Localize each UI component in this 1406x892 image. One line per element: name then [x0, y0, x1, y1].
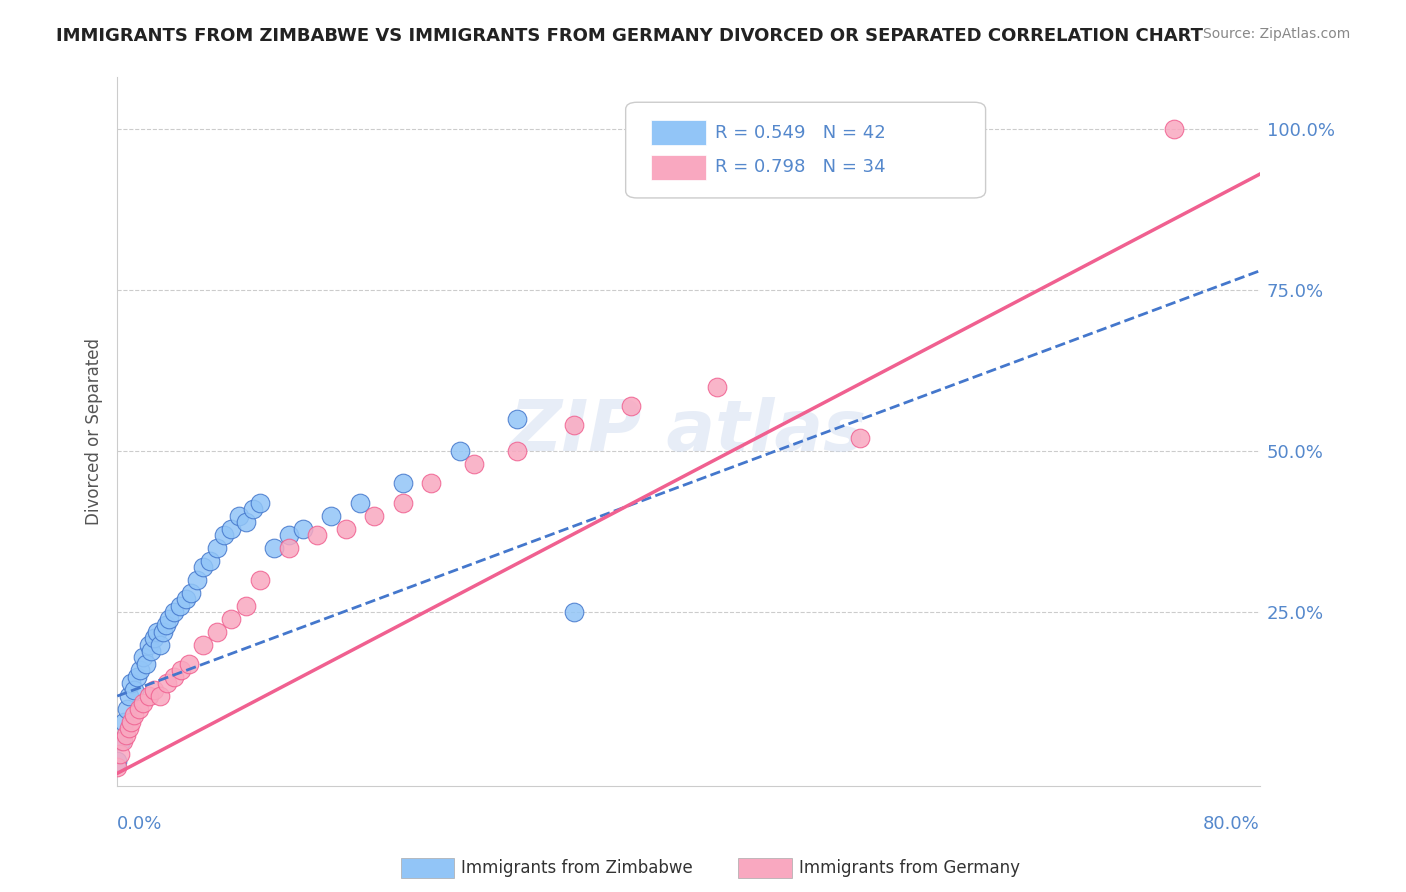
Point [221, 522, 243, 536]
Point [177, 657, 200, 671]
Point [214, 528, 236, 542]
Point [117, 721, 139, 735]
Point [143, 682, 166, 697]
Point [105, 760, 128, 774]
Point [242, 502, 264, 516]
Point [141, 644, 163, 658]
Point [156, 676, 179, 690]
Point [124, 708, 146, 723]
Point [291, 522, 314, 536]
Point [149, 689, 172, 703]
Point [235, 599, 257, 613]
Point [180, 586, 202, 600]
Point [191, 560, 214, 574]
Y-axis label: Divorced or Separated: Divorced or Separated [86, 338, 103, 525]
Point [135, 657, 157, 671]
Point [849, 431, 872, 445]
Text: Source: ZipAtlas.com: Source: ZipAtlas.com [1202, 27, 1350, 41]
Point [146, 624, 169, 639]
Point [221, 612, 243, 626]
Point [110, 734, 132, 748]
Point [121, 714, 143, 729]
Text: 0.0%: 0.0% [117, 815, 163, 833]
Point [307, 528, 329, 542]
Point [228, 508, 250, 523]
Text: 80.0%: 80.0% [1204, 815, 1260, 833]
Point [127, 670, 149, 684]
Point [149, 638, 172, 652]
Point [506, 444, 529, 458]
Point [143, 631, 166, 645]
Point [506, 412, 529, 426]
Point [138, 689, 160, 703]
Point [108, 747, 131, 761]
Point [277, 541, 299, 555]
Point [249, 496, 271, 510]
Point [263, 541, 285, 555]
Point [155, 618, 177, 632]
Point [170, 663, 193, 677]
Point [562, 418, 585, 433]
Point [191, 638, 214, 652]
Point [321, 508, 343, 523]
Point [112, 714, 135, 729]
Point [463, 457, 485, 471]
Point [128, 702, 150, 716]
Point [392, 476, 415, 491]
Point [157, 612, 180, 626]
Point [114, 728, 136, 742]
Point [105, 754, 128, 768]
Text: Immigrants from Zimbabwe: Immigrants from Zimbabwe [461, 859, 693, 877]
FancyBboxPatch shape [651, 154, 706, 180]
Point [163, 670, 186, 684]
Point [235, 515, 257, 529]
Point [205, 624, 228, 639]
Point [138, 638, 160, 652]
Point [562, 605, 585, 619]
Point [186, 573, 208, 587]
Point [335, 522, 357, 536]
FancyBboxPatch shape [651, 120, 706, 145]
Point [198, 554, 221, 568]
Point [111, 734, 134, 748]
Point [124, 682, 146, 697]
Point [392, 496, 415, 510]
Text: R = 0.798   N = 34: R = 0.798 N = 34 [714, 159, 886, 177]
Point [152, 624, 174, 639]
Point [620, 399, 643, 413]
Point [132, 696, 155, 710]
Point [277, 528, 299, 542]
Text: ZIP atlas: ZIP atlas [510, 397, 868, 467]
Point [121, 676, 143, 690]
Point [363, 508, 385, 523]
Text: R = 0.549   N = 42: R = 0.549 N = 42 [714, 124, 886, 142]
Point [115, 702, 138, 716]
Point [349, 496, 371, 510]
Point [117, 689, 139, 703]
Point [449, 444, 471, 458]
Point [129, 663, 152, 677]
Point [132, 650, 155, 665]
Point [1163, 122, 1185, 136]
Point [706, 380, 728, 394]
Text: Immigrants from Germany: Immigrants from Germany [799, 859, 1019, 877]
Point [174, 592, 197, 607]
Point [249, 573, 271, 587]
Text: IMMIGRANTS FROM ZIMBABWE VS IMMIGRANTS FROM GERMANY DIVORCED OR SEPARATED CORREL: IMMIGRANTS FROM ZIMBABWE VS IMMIGRANTS F… [56, 27, 1204, 45]
Point [420, 476, 443, 491]
Point [163, 605, 186, 619]
FancyBboxPatch shape [626, 103, 986, 198]
Point [205, 541, 228, 555]
Point [169, 599, 191, 613]
